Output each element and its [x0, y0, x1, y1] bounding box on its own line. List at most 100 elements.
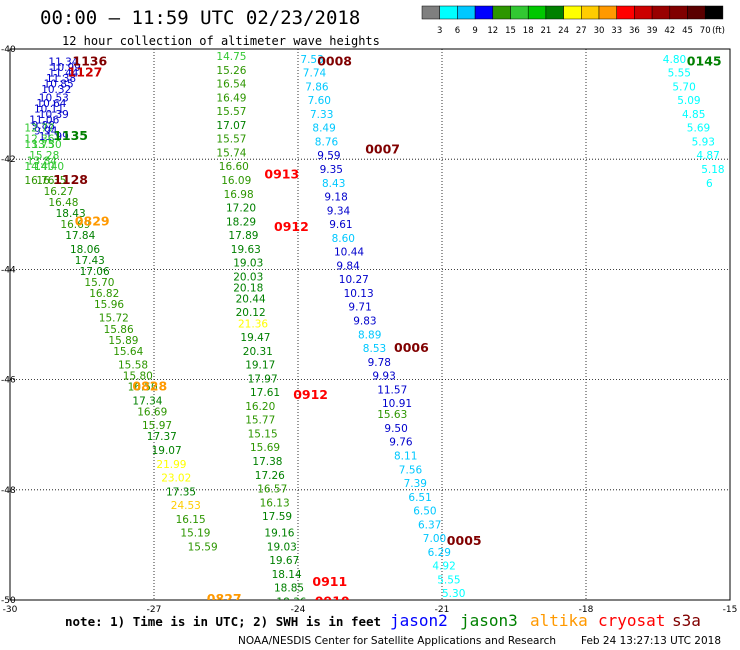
colorbar-swatch [421, 5, 440, 20]
wave-height-label: 16.15 [176, 514, 206, 526]
colorbar: 3 6 9 12 15 18 21 24 27 30 33 36 39 42 45 70 (ft) [421, 5, 725, 36]
colorbar-swatch [474, 5, 494, 20]
wave-height-label: 7.86 [305, 81, 329, 93]
wave-height-label: 5.70 [672, 81, 695, 93]
wave-height-label: 15.70 [84, 277, 114, 289]
wave-height-label: 16.76 [24, 175, 54, 187]
pass-time-label: 0910 [315, 594, 350, 609]
colorbar-tick-label: 45 [682, 26, 693, 36]
wave-height-label: 10.64 [36, 98, 66, 110]
colorbar-swatch [704, 5, 724, 20]
colorbar-swatch [651, 5, 671, 20]
wave-height-label: 11.57 [377, 384, 407, 396]
wave-height-label: 9.18 [324, 192, 347, 204]
pass-time-label: 0145 [687, 54, 722, 69]
colorbar-swatch [634, 5, 653, 20]
wave-height-label: 7.53 [300, 54, 323, 66]
wave-height-label: 21.99 [156, 459, 186, 471]
wave-height-label: 5.55 [668, 68, 691, 80]
wave-height-label: 18.36 [276, 597, 306, 609]
colorbar-tick-label: 33 [611, 26, 622, 36]
wave-height-label: 14.40 [34, 161, 64, 173]
colorbar-swatch [563, 5, 582, 20]
wave-height-label: 9.35 [320, 164, 343, 176]
wave-height-label: 8.76 [315, 136, 339, 148]
wave-height-label: 17.37 [147, 431, 177, 443]
colorbar-tick-label: 36 [629, 26, 640, 36]
wave-height-label: 20.31 [243, 346, 273, 358]
wave-height-label: 8.43 [322, 178, 345, 190]
wave-height-label: 21.36 [238, 318, 268, 330]
x-tick-label: -15 [723, 605, 738, 615]
wave-height-label: 4.92 [432, 561, 455, 573]
wave-height-label: 17.34 [132, 395, 162, 407]
wave-height-label: 17.07 [216, 120, 246, 132]
colorbar-tick-label: 21 [540, 26, 551, 36]
wave-height-label: 20.12 [236, 307, 266, 319]
wave-height-label: 5.30 [442, 588, 465, 600]
wave-height-label: 4.85 [682, 109, 705, 121]
chart-subtitle: 12 hour collection of altimeter wave hei… [62, 34, 380, 48]
wave-height-label: 7.74 [303, 68, 327, 80]
wave-height-label: 16.69 [60, 219, 90, 231]
x-tick-label: -27 [147, 605, 162, 615]
wave-height-label: 11.06 [29, 114, 59, 126]
colorbar-tick-label: 6 [455, 26, 460, 36]
wave-height-label: 15.86 [104, 324, 134, 336]
wave-height-label: 16.35 [36, 175, 66, 187]
wave-height-label: 15.57 [216, 134, 246, 146]
wave-height-label: 9.76 [389, 437, 413, 449]
pass-time-label: 0912 [293, 387, 328, 402]
x-tick-label: -18 [579, 605, 594, 615]
wave-height-label: 9.83 [353, 316, 376, 328]
wave-height-label: 9.93 [372, 371, 395, 383]
colorbar-swatch [669, 5, 688, 20]
wave-height-label: 4.80 [663, 54, 686, 66]
wave-height-label: 16.49 [216, 92, 246, 104]
plot-area: -30 -27 -24 -21 -18 -15 -40 -42 -44 -46 -48 -50 11.3… [1, 45, 738, 615]
legend-entry-cryosat: cryosat [598, 611, 665, 630]
wave-height-label: 20.44 [236, 293, 266, 305]
y-tick-label: -50 [1, 596, 16, 606]
wave-height-label: 9.71 [348, 302, 371, 314]
wave-height-label: 14.75 [216, 51, 246, 63]
legend-entry-altika: altika [530, 611, 588, 630]
wave-height-label: 17.43 [75, 255, 105, 267]
timestamp-text: Feb 24 13:27:13 UTC 2018 [581, 635, 721, 647]
pass-time-label: 1128 [53, 172, 88, 187]
wave-height-label: 14.40 [24, 161, 54, 173]
wave-height-label: 18.43 [56, 208, 86, 220]
satellite-legend: jason2 jason3 altika cryosat s3a [390, 611, 701, 630]
wave-height-label: 17.20 [226, 203, 256, 215]
wave-height-label: 18.14 [272, 569, 302, 581]
colorbar-tick-label: 18 [523, 26, 534, 36]
colorbar-unit: (ft) [712, 26, 725, 36]
wave-height-label: 13.75 [24, 139, 54, 151]
colorbar-swatch [598, 5, 617, 20]
wave-height-label: 8.89 [358, 329, 381, 341]
pass-time-label: 0008 [317, 54, 352, 69]
wave-height-label: 15.63 [377, 409, 407, 421]
wave-height-label: 15.97 [142, 420, 172, 432]
wave-height-label: 15.58 [118, 360, 148, 372]
wave-height-label: 10.27 [339, 274, 369, 286]
wave-height-label: 16.60 [219, 161, 249, 173]
wave-height-label: 4.87 [696, 150, 719, 162]
note-text: note: 1) Time is in UTC; 2) SWH is in fe… [65, 614, 381, 629]
wave-height-label: 17.84 [65, 230, 95, 242]
wave-height-label: 13.84 [27, 156, 57, 168]
colorbar-swatch [457, 5, 476, 20]
credit-text: NOAA/NESDIS Center for Satellite Applica… [238, 635, 556, 647]
x-tick-label: -24 [291, 605, 306, 615]
wave-height-label: 18.06 [70, 244, 100, 256]
wave-height-label: 15.96 [94, 299, 124, 311]
colorbar-swatch [527, 5, 547, 20]
wave-height-label: 6 [706, 178, 713, 190]
chart-title: 00:00 – 11:59 UTC 02/23/2018 [40, 7, 360, 29]
wave-height-label: 15.19 [180, 528, 210, 540]
wave-height-label: 16.82 [89, 288, 119, 300]
wave-height-label: 15.69 [250, 442, 280, 454]
wave-height-label: 6.37 [418, 519, 441, 531]
y-tick-label: -42 [1, 155, 16, 165]
